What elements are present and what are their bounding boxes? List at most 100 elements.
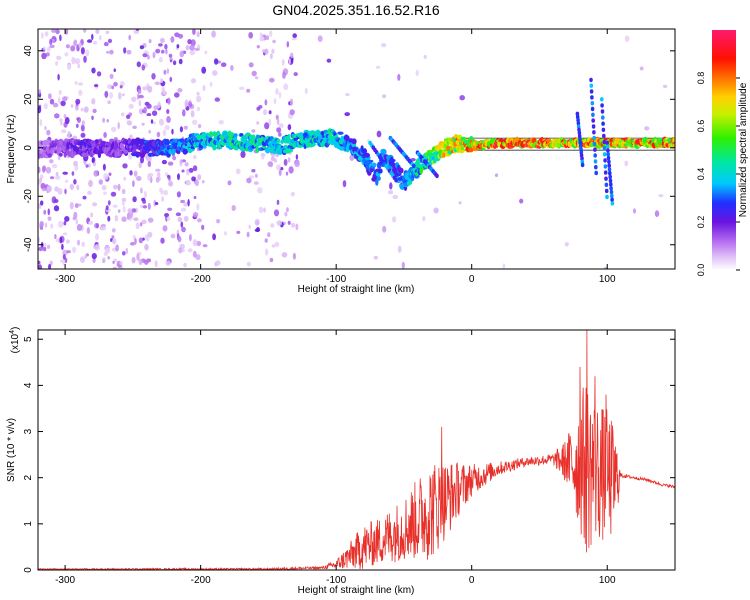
spectrogram-noise-cell — [131, 257, 136, 264]
spectrogram-noise-cell — [164, 125, 170, 131]
spectrogram-noise-cell — [196, 203, 200, 211]
spectrogram-noise-cell — [62, 249, 68, 256]
spectrogram-x-tick-label: 0 — [469, 274, 475, 285]
spectrogram-noise-cell — [183, 262, 187, 268]
spectrogram-noise-cell — [274, 241, 280, 247]
spectrogram-noise-cell — [73, 160, 78, 167]
spectrogram-noise-cell — [41, 187, 47, 192]
spectrogram-branch-cell — [600, 103, 604, 108]
spectrogram-trace-cell — [243, 138, 247, 144]
spectrogram-noise-cell — [254, 76, 259, 80]
spectrogram-noise-cell — [256, 45, 260, 49]
snr-x-tick-label: -200 — [191, 575, 211, 586]
spectrogram-trace-cell — [47, 152, 52, 158]
spectrogram-trace-cell — [52, 147, 57, 151]
spectrogram-y-axis-label: Frequency (Hz) — [6, 115, 17, 184]
spectrogram-trace-cell — [378, 169, 383, 174]
spectrogram-trace-cell — [442, 152, 446, 158]
spectrogram-noise-cell — [80, 107, 84, 112]
spectrogram-noise-cell — [391, 216, 397, 223]
snr-y-ticks: 0 1 2 3 4 5 — [23, 336, 675, 573]
spectrogram-noise-cell — [40, 200, 44, 206]
spectrogram-trace-cell — [171, 148, 176, 155]
spectrogram-noise-cell — [117, 92, 122, 100]
spectrogram-trace-cell — [408, 180, 413, 185]
snr-scale-label: (x104) — [9, 327, 21, 354]
spectrogram-noise-cell — [93, 84, 99, 88]
spectrogram-noise-cell — [147, 173, 152, 181]
spectrogram-noise-cell — [264, 122, 270, 130]
spectrogram-branch-cell — [604, 188, 609, 194]
spectrogram-noise-cell — [111, 235, 115, 239]
spectrogram-branch-cell — [435, 173, 439, 179]
spectrogram-noise-cell — [270, 156, 275, 162]
spectrogram-noise-cell — [81, 120, 85, 126]
spectrogram-noise-cell — [91, 67, 96, 74]
spectrogram-noise-cell — [269, 30, 273, 37]
spectrogram-noise-cell — [192, 119, 198, 126]
snr-y-tick-label: 3 — [23, 428, 34, 434]
spectrogram-noise-cell — [54, 234, 57, 240]
spectrogram-noise-cell — [73, 179, 77, 185]
spectrogram-noise-cell — [151, 73, 156, 80]
spectrogram-noise-cell — [287, 157, 291, 163]
spectrogram-noise-cell — [423, 54, 427, 59]
spectrogram-noise-cell — [165, 48, 168, 55]
spectrogram-noise-cell — [87, 39, 93, 43]
spectrogram-noise-cell — [286, 207, 289, 213]
spectrogram-noise-cell — [160, 189, 164, 195]
spectrogram-branch-cell — [606, 155, 611, 161]
spectrogram-noise-cell — [202, 244, 208, 248]
spectrogram-noise-cell — [117, 183, 121, 191]
spectrogram-noise-cell — [93, 170, 99, 177]
spectrogram-noise-cell — [51, 164, 58, 169]
spectrogram-trace-cell — [363, 148, 367, 155]
spectrogram-noise-cell — [177, 173, 180, 181]
spectrogram-noise-cell — [76, 224, 83, 231]
spectrogram-noise-cell — [119, 85, 123, 89]
snr-y-tick-label: 4 — [23, 382, 34, 388]
spectrogram-trace-cell — [397, 167, 404, 174]
snr-y-tick-label: 2 — [23, 474, 34, 480]
spectrogram-noise-cell — [88, 163, 91, 168]
spectrogram-trace-cell — [343, 135, 350, 141]
spectrogram-noise-cell — [46, 46, 51, 52]
spectrogram-noise-cell — [264, 48, 269, 55]
spectrogram-noise-cell — [104, 247, 111, 254]
spectrogram-y-tick-label: 0 — [23, 145, 34, 151]
spectrogram-branch-cell — [600, 109, 605, 114]
spectrogram-trace-cell — [287, 134, 291, 140]
spectrogram-noise-cell — [107, 215, 111, 222]
spectrogram-noise-cell — [212, 70, 218, 76]
spectrogram-noise-cell — [62, 232, 68, 236]
spectrogram-noise-cell — [47, 216, 52, 221]
spectrogram-branch-cell — [603, 164, 608, 169]
spectrogram-noise-cell — [70, 45, 76, 52]
spectrogram-noise-cell — [654, 210, 660, 218]
spectrogram-branch-cell — [593, 153, 597, 158]
snr-x-tick-label: 0 — [469, 575, 475, 586]
spectrogram-noise-cell — [38, 264, 43, 269]
spectrogram-noise-cell — [54, 199, 59, 203]
spectrogram-noise-cell — [160, 237, 165, 244]
spectrogram-noise-cell — [201, 224, 205, 231]
spectrogram-branch-cell — [593, 159, 598, 164]
spectrogram-noise-cell — [131, 208, 137, 213]
spectrogram-noise-cell — [46, 129, 51, 136]
spectrogram-noise-cell — [134, 237, 137, 245]
spectrogram-noise-cell — [163, 69, 167, 75]
spectrogram-noise-cell — [121, 216, 127, 222]
spectrogram-trace-cell — [371, 162, 377, 167]
spectrogram-branch-cell — [606, 152, 610, 157]
spectrogram-noise-cell — [167, 97, 171, 105]
snr-y-tick-label: 0 — [23, 567, 34, 573]
spectrogram-noise-cell — [103, 173, 109, 180]
spectrogram-noise-cell — [248, 62, 254, 68]
spectrogram-noise-cell — [115, 244, 119, 252]
spectrogram-noise-cell — [140, 156, 144, 164]
spectrogram-branch-cell — [610, 193, 614, 199]
spectrogram-branch-cell — [591, 118, 595, 123]
spectrogram-noise-cell — [75, 123, 79, 128]
spectrogram-noise-cell — [146, 113, 152, 117]
spectrogram-noise-cell — [178, 247, 183, 254]
